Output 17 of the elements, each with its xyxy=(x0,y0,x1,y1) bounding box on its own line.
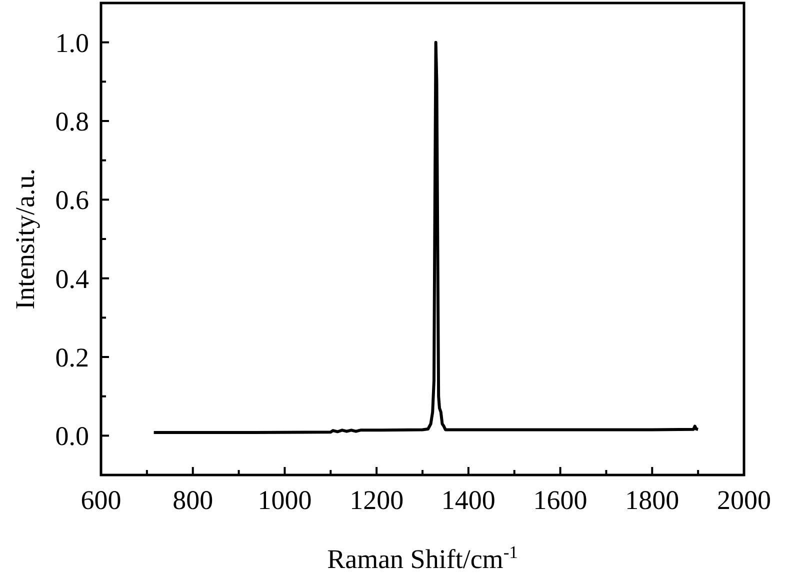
x-tick-label: 1400 xyxy=(441,485,496,515)
x-tick-label: 1200 xyxy=(350,485,404,515)
y-axis-title: Intensity/a.u. xyxy=(10,168,40,310)
y-tick-label: 1.0 xyxy=(55,28,89,58)
y-tick-label: 0.4 xyxy=(55,264,90,294)
x-tick-label: 1600 xyxy=(533,485,588,515)
line-series xyxy=(152,40,700,434)
y-tick-label: 0.0 xyxy=(55,421,89,452)
x-tick-label: 1800 xyxy=(625,485,680,515)
x-tick-label: 600 xyxy=(80,485,122,515)
x-axis-title: Raman Shift/cm$^{-1}$ xyxy=(327,542,518,574)
x-tick-label: 1000 xyxy=(258,485,312,515)
x-tick-label: 800 xyxy=(172,485,214,515)
y-tick-label: 0.8 xyxy=(55,106,89,136)
y-tick-label: 0.2 xyxy=(55,342,89,372)
x-tick-label: 2000 xyxy=(717,485,771,515)
y-tick-label: 0.6 xyxy=(55,185,89,216)
